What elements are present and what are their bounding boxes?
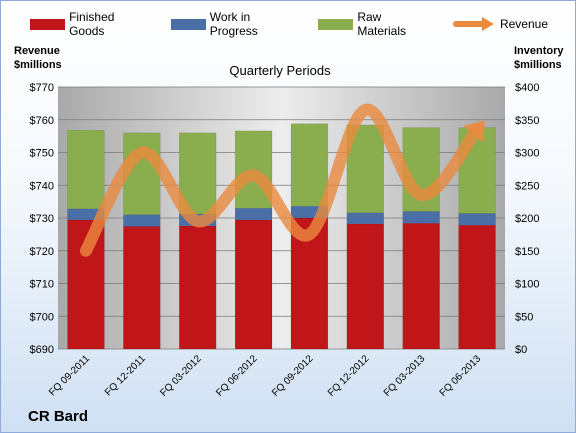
left-axis-tick-label: $700 <box>30 311 54 323</box>
x-axis-tick-label: FQ 12-2011 <box>103 353 148 398</box>
bar-work-in-progress <box>234 207 273 221</box>
bar-finished-goods <box>458 224 496 350</box>
revenue-arrow-head <box>463 120 485 143</box>
bar-raw-materials <box>67 129 105 210</box>
x-axis-tick-label: FQ 03-2012 <box>158 353 204 399</box>
chart-legend: Finished Goods Work in Progress Raw Mate… <box>30 10 576 38</box>
left-axis-tick-label: $730 <box>30 213 54 225</box>
bar-work-in-progress <box>458 213 496 226</box>
right-axis-tick-label: $0 <box>515 344 527 356</box>
left-axis-tick-label: $760 <box>30 115 54 127</box>
legend-item-work-in-progress: Work in Progress <box>170 10 291 38</box>
legend-arrow-icon <box>452 17 494 31</box>
company-name: CR Bard <box>28 408 89 425</box>
right-axis-tick-label: $200 <box>515 213 539 225</box>
right-axis-tick-label: $350 <box>515 115 539 127</box>
bar-work-in-progress <box>123 214 161 227</box>
left-axis-tick-label: $770 <box>30 82 54 94</box>
right-axis-tick-label: $100 <box>515 279 539 291</box>
legend-label-raw-materials: Raw Materials <box>357 10 407 38</box>
legend-item-revenue: Revenue <box>452 16 548 32</box>
bar-finished-goods <box>123 226 161 350</box>
right-axis-tick-label: $150 <box>515 246 539 258</box>
left-axis-title-line1: Revenue <box>14 45 60 57</box>
legend-swatch-raw-materials <box>318 18 354 30</box>
left-axis-title: Revenue $millions <box>14 44 62 72</box>
legend-item-raw-materials: Raw Materials <box>318 10 424 38</box>
legend-swatch-finished-goods <box>30 18 66 30</box>
right-axis-tick-label: $300 <box>515 148 539 160</box>
left-axis-tick-label: $720 <box>30 246 54 258</box>
right-axis-tick-label: $250 <box>515 180 539 192</box>
x-axis-tick-label: FQ 09-2011 <box>47 353 92 398</box>
bar-work-in-progress <box>402 211 440 224</box>
revenue-line <box>79 103 484 257</box>
left-axis-title-line2: $millions <box>14 59 62 71</box>
right-axis-title-line1: Inventory <box>514 45 564 57</box>
chart-title: Quarterly Periods <box>229 63 331 78</box>
bar-work-in-progress <box>346 212 385 225</box>
bar-finished-goods <box>346 223 385 350</box>
left-axis-tick-label: $740 <box>30 180 54 192</box>
right-axis-title-line2: $millions <box>514 59 562 71</box>
right-axis-tick-label: $400 <box>515 82 539 94</box>
x-axis-tick-label: FQ 06-2012 <box>214 353 260 399</box>
left-axis-tick-label: $710 <box>30 279 54 291</box>
legend-item-finished-goods: Finished Goods <box>30 10 143 38</box>
bar-finished-goods <box>178 225 217 350</box>
legend-label-finished-goods: Finished Goods <box>69 10 115 38</box>
bar-raw-materials <box>290 123 329 207</box>
legend-label-revenue: Revenue <box>499 17 548 31</box>
x-axis-tick-label: FQ 12-2012 <box>326 353 372 399</box>
x-axis-tick-label: FQ 03-2013 <box>382 353 428 399</box>
left-axis-tick-label: $690 <box>30 344 54 356</box>
legend-label-work-in-progress: Work in Progress <box>209 10 258 38</box>
bar-finished-goods <box>234 219 273 350</box>
bar-finished-goods <box>402 222 440 350</box>
right-axis-tick-label: $50 <box>515 311 533 323</box>
legend-swatch-work-in-progress <box>170 18 206 30</box>
right-axis-title: Inventory $millions <box>514 44 564 72</box>
x-axis-tick-label: FQ 09-2012 <box>270 353 316 399</box>
x-axis-tick-label: FQ 06-2013 <box>438 353 484 399</box>
left-axis-tick-label: $750 <box>30 148 54 160</box>
